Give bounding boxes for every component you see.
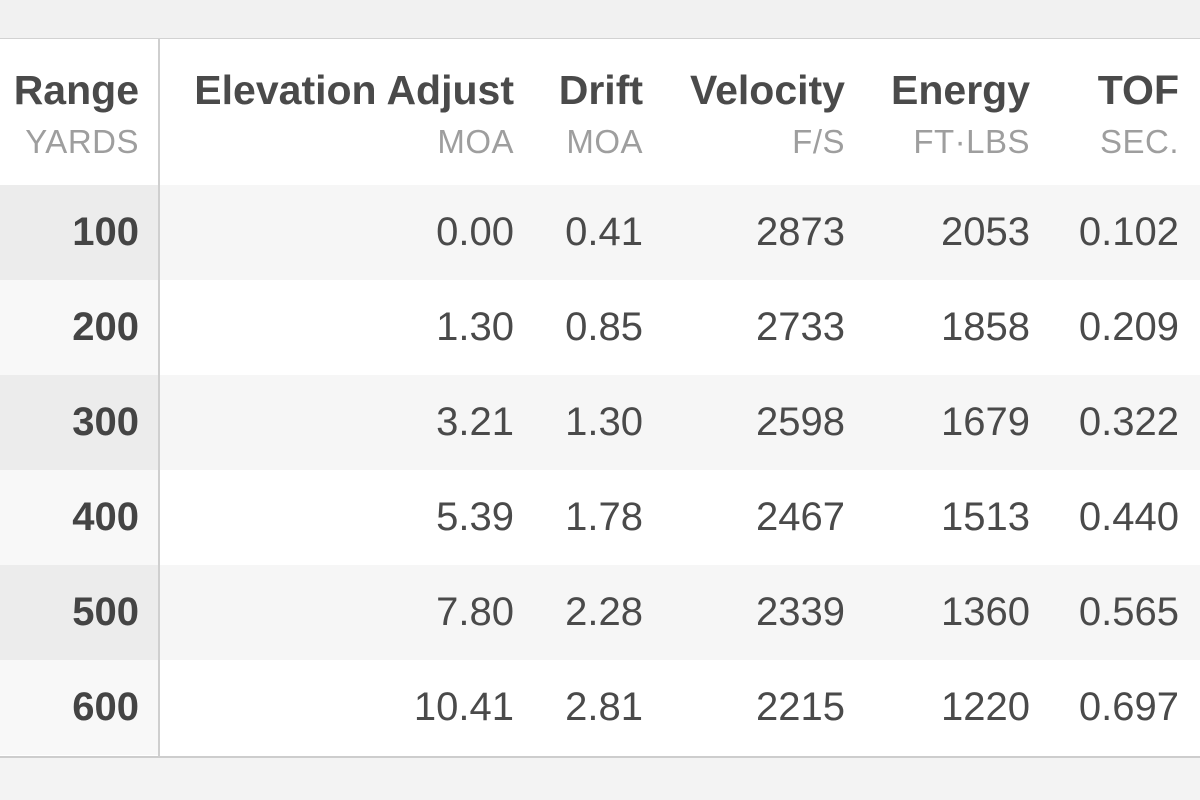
column-title-energy: Energy <box>891 67 1030 113</box>
cell-velocity: 2873 <box>756 210 845 254</box>
cell-range: 200 <box>72 305 139 349</box>
cell-energy: 2053 <box>941 210 1030 254</box>
cell-tof: 0.697 <box>1078 685 1179 729</box>
cell-elevation: 1.30 <box>436 305 514 349</box>
cell-elevation: 0.00 <box>436 210 514 254</box>
cell-elevation: 5.39 <box>436 495 514 539</box>
column-title-velocity: Velocity <box>690 67 845 113</box>
table-row[interactable]: 100 0.00 0.41 2873 2053 0.102 <box>0 185 1200 280</box>
cell-drift: 1.78 <box>565 495 643 539</box>
table-header: Range YARDS Elevation Adjust MOA Drift M… <box>0 39 1200 185</box>
cell-velocity: 2598 <box>756 400 845 444</box>
cell-drift: 2.81 <box>565 685 643 729</box>
cell-energy: 1858 <box>941 305 1030 349</box>
cell-drift: 0.85 <box>565 305 643 349</box>
cell-tof: 0.440 <box>1078 495 1179 539</box>
cell-elevation: 10.41 <box>413 685 514 729</box>
ballistics-table[interactable]: Range YARDS Elevation Adjust MOA Drift M… <box>0 39 1200 756</box>
cell-energy: 1679 <box>941 400 1030 444</box>
bottom-bar <box>0 758 1200 800</box>
column-title-elevation: Elevation Adjust <box>194 67 514 113</box>
cell-elevation: 3.21 <box>436 400 514 444</box>
table-row[interactable]: 400 5.39 1.78 2467 1513 0.440 <box>0 470 1200 565</box>
column-unit-drift: MOA <box>566 123 643 160</box>
cell-elevation: 7.80 <box>436 590 514 634</box>
frozen-column-divider <box>158 39 160 756</box>
cell-drift: 1.30 <box>565 400 643 444</box>
cell-tof: 0.565 <box>1078 590 1179 634</box>
top-bar <box>0 0 1200 39</box>
column-unit-range: YARDS <box>25 123 139 160</box>
cell-drift: 2.28 <box>565 590 643 634</box>
column-unit-tof: SEC. <box>1099 123 1179 160</box>
cell-tof: 0.209 <box>1078 305 1179 349</box>
column-unit-elevation: MOA <box>437 123 514 160</box>
column-unit-energy: FT·LBS <box>913 123 1030 160</box>
cell-range: 600 <box>72 685 139 729</box>
cell-velocity: 2733 <box>756 305 845 349</box>
cell-range: 100 <box>72 210 139 254</box>
cell-drift: 0.41 <box>565 210 643 254</box>
cell-energy: 1513 <box>941 495 1030 539</box>
table-row[interactable]: 300 3.21 1.30 2598 1679 0.322 <box>0 375 1200 470</box>
cell-range: 300 <box>72 400 139 444</box>
cell-tof: 0.322 <box>1078 400 1179 444</box>
cell-velocity: 2467 <box>756 495 845 539</box>
cell-velocity: 2339 <box>756 590 845 634</box>
table-row[interactable]: 200 1.30 0.85 2733 1858 0.209 <box>0 280 1200 375</box>
column-title-tof: TOF <box>1097 67 1179 113</box>
column-title-range: Range <box>13 67 139 113</box>
cell-tof: 0.102 <box>1078 210 1179 254</box>
column-title-drift: Drift <box>558 67 643 113</box>
cell-energy: 1220 <box>941 685 1030 729</box>
column-unit-velocity: F/S <box>792 123 845 160</box>
table-row[interactable]: 600 10.41 2.81 2215 1220 0.697 <box>0 660 1200 755</box>
table-row[interactable]: 500 7.80 2.28 2339 1360 0.565 <box>0 565 1200 660</box>
cell-range: 500 <box>72 590 139 634</box>
cell-range: 400 <box>72 495 139 539</box>
cell-energy: 1360 <box>941 590 1030 634</box>
cell-velocity: 2215 <box>756 685 845 729</box>
table-bottom-border <box>0 756 1200 758</box>
